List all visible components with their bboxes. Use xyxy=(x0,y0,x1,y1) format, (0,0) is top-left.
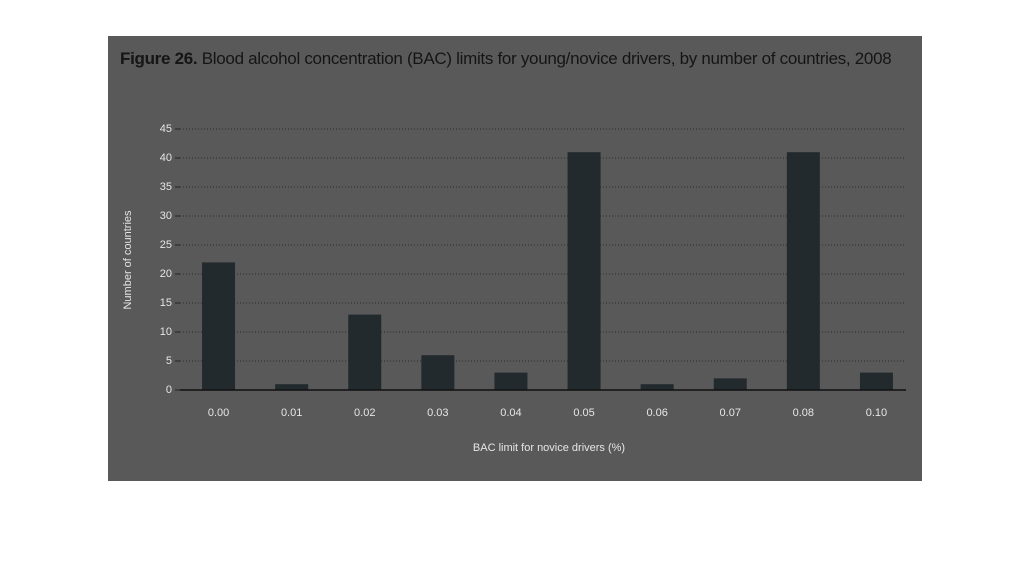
y-tick-label: 30 xyxy=(160,210,172,222)
figure-label: Figure 26. xyxy=(120,49,198,68)
x-tick-label: 0.06 xyxy=(646,407,667,419)
y-axis-label: Number of countries xyxy=(122,210,134,310)
bar xyxy=(202,262,236,390)
chart-panel xyxy=(108,36,922,481)
y-tick-label: 0 xyxy=(166,384,172,396)
x-tick-label: 0.04 xyxy=(500,407,521,419)
y-tick-label: 10 xyxy=(160,326,172,338)
bar xyxy=(713,378,747,390)
y-tick-label: 25 xyxy=(160,239,172,251)
x-tick-label: 0.08 xyxy=(793,407,814,419)
x-tick-label: 0.10 xyxy=(866,407,887,419)
bar xyxy=(640,384,674,390)
bar xyxy=(275,384,309,390)
bar xyxy=(567,152,601,390)
x-tick-label: 0.00 xyxy=(208,407,229,419)
x-tick-label: 0.02 xyxy=(354,407,375,419)
bar xyxy=(859,372,893,390)
x-tick-label: 0.05 xyxy=(573,407,594,419)
y-tick-label: 20 xyxy=(160,268,172,280)
title-text: Blood alcohol concentration (BAC) limits… xyxy=(201,49,892,68)
bar xyxy=(786,152,820,390)
y-tick-label: 15 xyxy=(160,297,172,309)
y-tick-label: 45 xyxy=(160,123,172,135)
chart-title: Figure 26. Blood alcohol concentration (… xyxy=(120,46,900,71)
bar xyxy=(421,355,455,390)
y-tick-label: 35 xyxy=(160,181,172,193)
x-tick-label: 0.03 xyxy=(427,407,448,419)
x-axis-label: BAC limit for novice drivers (%) xyxy=(473,442,625,454)
x-tick-label: 0.01 xyxy=(281,407,302,419)
y-tick-label: 40 xyxy=(160,152,172,164)
bar xyxy=(494,372,528,390)
x-tick-label: 0.07 xyxy=(720,407,741,419)
y-tick-label: 5 xyxy=(166,355,172,367)
bar xyxy=(348,314,382,390)
